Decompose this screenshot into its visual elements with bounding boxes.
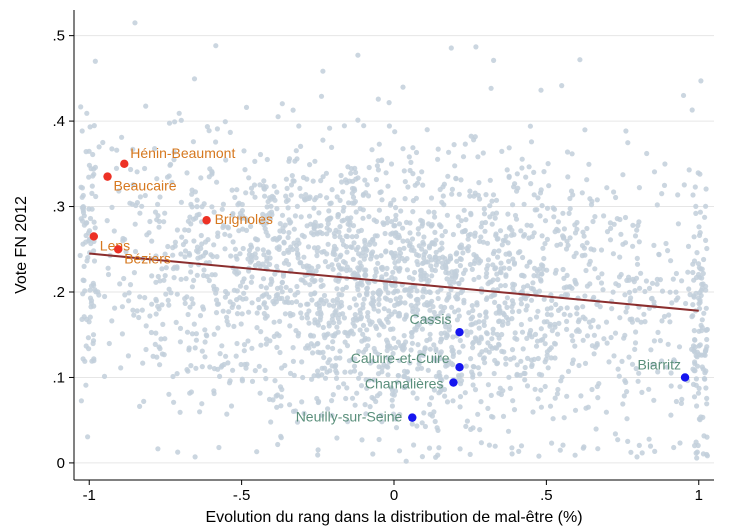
point-label: Neuilly-sur-Seine <box>296 409 403 425</box>
x-axis-title: Evolution du rang dans la distribution d… <box>205 509 582 526</box>
x-tick-label: 0 <box>390 487 398 504</box>
y-tick-label: .5 <box>52 28 65 45</box>
x-tick-label: 1 <box>695 487 703 504</box>
highlight-point <box>120 160 128 168</box>
highlight-point <box>681 373 689 381</box>
x-tick-label: -1 <box>83 487 96 504</box>
highlight-point <box>202 216 210 224</box>
point-label: Beaucaire <box>114 178 177 194</box>
highlight-point <box>449 378 457 386</box>
point-label: Chamalières <box>365 376 444 392</box>
chart-svg: LensBeaucaireBéziersHénin-BeaumontBrigno… <box>0 0 731 532</box>
highlight-point <box>90 232 98 240</box>
y-tick-label: .2 <box>52 284 65 301</box>
highlight-point <box>455 363 463 371</box>
y-tick-label: .4 <box>52 113 65 130</box>
x-tick-label: .5 <box>540 487 553 504</box>
point-label: Hénin-Beaumont <box>130 145 235 161</box>
x-tick-label: -.5 <box>233 487 251 504</box>
y-tick-label: 0 <box>57 455 65 472</box>
highlight-point <box>103 172 111 180</box>
point-label: Caluire-et-Cuire <box>351 350 450 366</box>
highlight-point <box>408 413 416 421</box>
highlight-point <box>114 245 122 253</box>
point-label: Biarritz <box>637 356 681 372</box>
scatter-chart: LensBeaucaireBéziersHénin-BeaumontBrigno… <box>0 0 731 532</box>
highlight-point <box>455 328 463 336</box>
y-tick-label: .1 <box>52 369 65 386</box>
y-axis-title: Vote FN 2012 <box>13 196 30 294</box>
y-tick-label: .3 <box>52 199 65 216</box>
point-label: Cassis <box>410 311 452 327</box>
point-label: Brignoles <box>215 211 273 227</box>
point-label: Béziers <box>124 250 171 266</box>
